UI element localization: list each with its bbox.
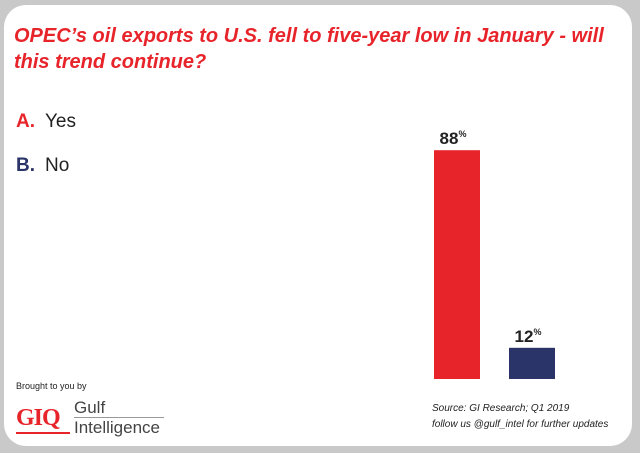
bar-no (509, 347, 555, 379)
logo-line-intelligence: Intelligence (74, 418, 161, 437)
bar-label-unit-no: % (533, 327, 541, 337)
legend-item-yes: A. Yes (16, 111, 76, 133)
bar-yes (434, 150, 480, 379)
gulf-intelligence-logo: GIQ Gulf Intelligence (16, 398, 176, 442)
legend-letter-a: A. (16, 111, 35, 132)
bar-chart: 88% 12% (434, 129, 555, 379)
legend-item-no: B. No (16, 155, 69, 177)
legend-letter-b: B. (16, 155, 35, 176)
follow-text: follow us @gulf_intel for further update… (432, 419, 609, 430)
poll-card: OPEC’s oil exports to U.S. fell to five-… (4, 5, 632, 446)
source-note: Source: GI Research; Q1 2019 follow us @… (432, 401, 608, 433)
bar-label-unit-yes: % (458, 129, 466, 139)
logo-mark: GIQ (16, 404, 70, 434)
legend-label-yes: Yes (45, 111, 76, 132)
bar-label-yes: 88% (440, 129, 467, 148)
logo-line-gulf: Gulf (74, 398, 164, 418)
logo-wordmark: Gulf Intelligence (74, 398, 164, 437)
chart-title: OPEC’s oil exports to U.S. fell to five-… (14, 25, 604, 73)
source-text: Source: GI Research; Q1 2019 (432, 403, 570, 414)
sponsor-text: Brought to you by (16, 381, 87, 391)
bar-label-no: 12% (515, 327, 542, 346)
legend-label-no: No (45, 155, 70, 176)
